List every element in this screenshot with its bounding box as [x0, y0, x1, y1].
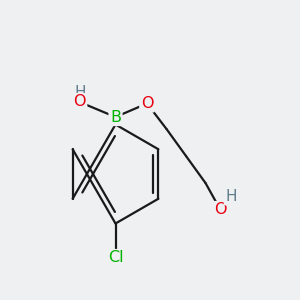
Text: H: H — [74, 85, 86, 100]
Text: H: H — [225, 189, 237, 204]
Text: Cl: Cl — [108, 250, 123, 266]
Text: B: B — [110, 110, 121, 124]
Text: O: O — [73, 94, 86, 110]
Text: O: O — [214, 202, 227, 217]
Text: O: O — [141, 96, 153, 111]
